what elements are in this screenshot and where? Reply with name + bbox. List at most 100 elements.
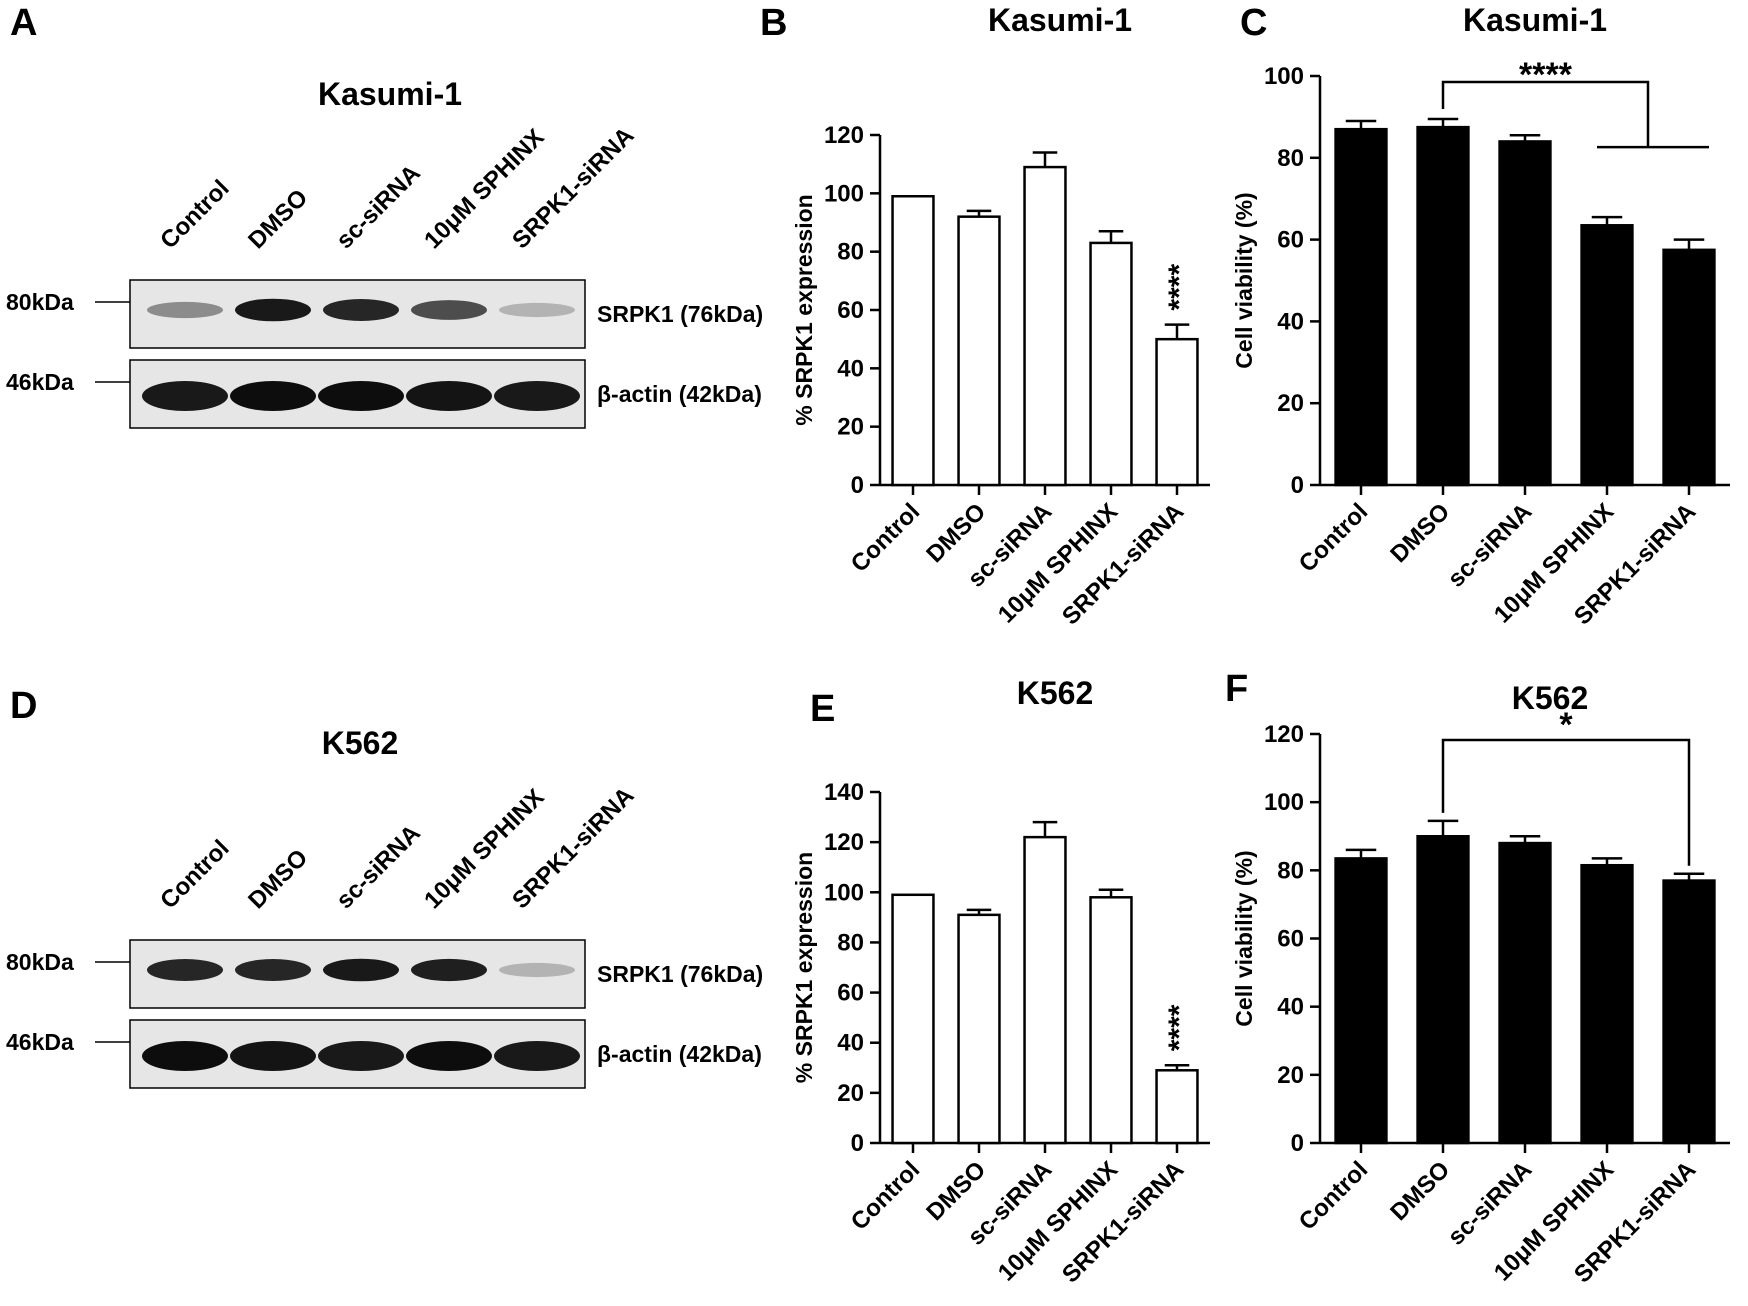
y-tick-label: 80: [837, 929, 864, 956]
panel-letter-e: E: [810, 688, 836, 730]
x-tick-label: DMSO: [1385, 1156, 1455, 1226]
y-tick-label: 40: [837, 355, 864, 382]
bar: [1155, 1069, 1199, 1145]
actin-band: [494, 1041, 580, 1071]
significance-bracket: [1441, 80, 1650, 148]
panel-letter-c: C: [1240, 2, 1268, 44]
panel-letter-d: D: [10, 685, 38, 727]
actin-band: [230, 381, 316, 411]
chart-e-title: K562: [1016, 675, 1094, 711]
y-tick-label: 120: [1264, 721, 1304, 748]
significance-marker: ****: [1519, 56, 1573, 94]
panel-letter-a: A: [10, 2, 38, 44]
y-tick-label: 0: [851, 472, 864, 499]
panel-letter-b: B: [760, 2, 788, 44]
y-axis-label: % SRPK1 expression: [791, 852, 817, 1083]
bar-chart-f: 0 20 40 60 80 100 120 Cell viability (%) Control…: [1231, 700, 1740, 1300]
lane-label: DMSO: [243, 184, 313, 254]
x-tick-label: SRPK1-siRNA: [1057, 1156, 1189, 1288]
srpk1-band: [411, 300, 487, 320]
y-tick-label: 120: [824, 122, 864, 149]
x-tick-label: Control: [1294, 1156, 1373, 1235]
bar: [1498, 841, 1552, 1145]
significance-marker: ****: [1163, 264, 1196, 311]
significance-bracket: [1441, 738, 1691, 866]
actin-band: [318, 1041, 404, 1071]
significance-marker: *: [1559, 706, 1573, 744]
bar-chart-b: 0 20 40 60 80 100 120 % SRPK1 expression Control…: [780, 90, 1220, 650]
marker-label: 46kDa: [6, 369, 74, 395]
chart-c-title: Kasumi-1: [1462, 2, 1608, 38]
lane-label: Control: [155, 175, 234, 254]
x-tick-label: SRPK1-siRNA: [1057, 498, 1189, 630]
marker-label: 80kDa: [6, 949, 74, 975]
bar: [1155, 337, 1199, 487]
actin-band: [142, 1041, 228, 1071]
lane-label: sc-siRNA: [331, 160, 426, 255]
marker-label: 80kDa: [6, 289, 74, 315]
bar: [1580, 863, 1634, 1145]
y-tick-label: 60: [837, 297, 864, 324]
band-label: β-actin (42kDa): [597, 381, 762, 407]
actin-band: [318, 381, 404, 411]
y-tick-label: 80: [1277, 857, 1304, 884]
blot-d-title: K562: [321, 725, 399, 761]
y-tick-label: 100: [824, 879, 864, 906]
srpk1-band: [147, 301, 223, 319]
western-blot-k562: Control DMSO sc-siRNA 10μM SPHINX SRPK1-siRN…: [0, 780, 790, 1100]
blot-a-title: Kasumi-1: [317, 76, 463, 112]
western-blot-kasumi: Control DMSO sc-siRNA 10μM SPHINX SRPK1-siRN…: [0, 120, 790, 440]
y-tick-label: 0: [1291, 1130, 1304, 1157]
y-tick-label: 0: [1291, 472, 1304, 499]
chart-f-title: K562: [1511, 680, 1589, 716]
bar: [1498, 140, 1552, 487]
band-label: β-actin (42kDa): [597, 1041, 762, 1067]
y-tick-label: 100: [1264, 63, 1304, 90]
chart-b-title: Kasumi-1: [987, 2, 1133, 38]
significance-marker: ****: [1163, 1004, 1196, 1051]
marker-label: 46kDa: [6, 1029, 74, 1055]
y-axis-label: Cell viability (%): [1231, 850, 1257, 1026]
actin-band: [406, 1041, 492, 1071]
y-tick-label: 0: [851, 1130, 864, 1157]
band-label: SRPK1 (76kDa): [597, 961, 763, 987]
bar: [1089, 896, 1133, 1145]
y-tick-label: 40: [1277, 308, 1304, 335]
bar: [1580, 224, 1634, 487]
srpk1-band: [323, 958, 399, 982]
y-tick-label: 120: [824, 829, 864, 856]
y-tick-label: 60: [1277, 926, 1304, 953]
srpk1-band: [499, 302, 575, 318]
y-axis-label: Cell viability (%): [1231, 192, 1257, 368]
srpk1-band: [323, 299, 399, 321]
y-tick-label: 100: [824, 180, 864, 207]
srpk1-band: [499, 962, 575, 978]
bar: [1023, 835, 1067, 1145]
y-tick-label: 100: [1264, 789, 1304, 816]
panel-letter-f: F: [1225, 668, 1249, 710]
actin-band: [230, 1041, 316, 1071]
y-tick-label: 60: [1277, 227, 1304, 254]
bar: [891, 195, 935, 487]
bar-chart-c: 0 20 40 60 80 100 Cell viability (%) Control DMS…: [1231, 40, 1740, 650]
x-tick-label: DMSO: [1385, 498, 1455, 568]
lane-label: sc-siRNA: [331, 820, 426, 915]
bar: [1334, 127, 1388, 487]
srpk1-band: [235, 298, 311, 322]
bar: [1089, 241, 1133, 487]
y-tick-label: 80: [837, 239, 864, 266]
bar: [1023, 165, 1067, 487]
x-tick-label: Control: [846, 498, 925, 577]
x-tick-label: Control: [846, 1156, 925, 1235]
actin-band: [494, 381, 580, 411]
bar: [1662, 248, 1716, 487]
lane-label: Control: [155, 835, 234, 914]
y-tick-label: 40: [837, 1030, 864, 1057]
band-label: SRPK1 (76kDa): [597, 301, 763, 327]
bar: [891, 893, 935, 1145]
bar: [957, 215, 1001, 487]
bar: [957, 913, 1001, 1145]
srpk1-band: [235, 959, 311, 981]
srpk1-band: [411, 958, 487, 982]
actin-band: [142, 381, 228, 411]
